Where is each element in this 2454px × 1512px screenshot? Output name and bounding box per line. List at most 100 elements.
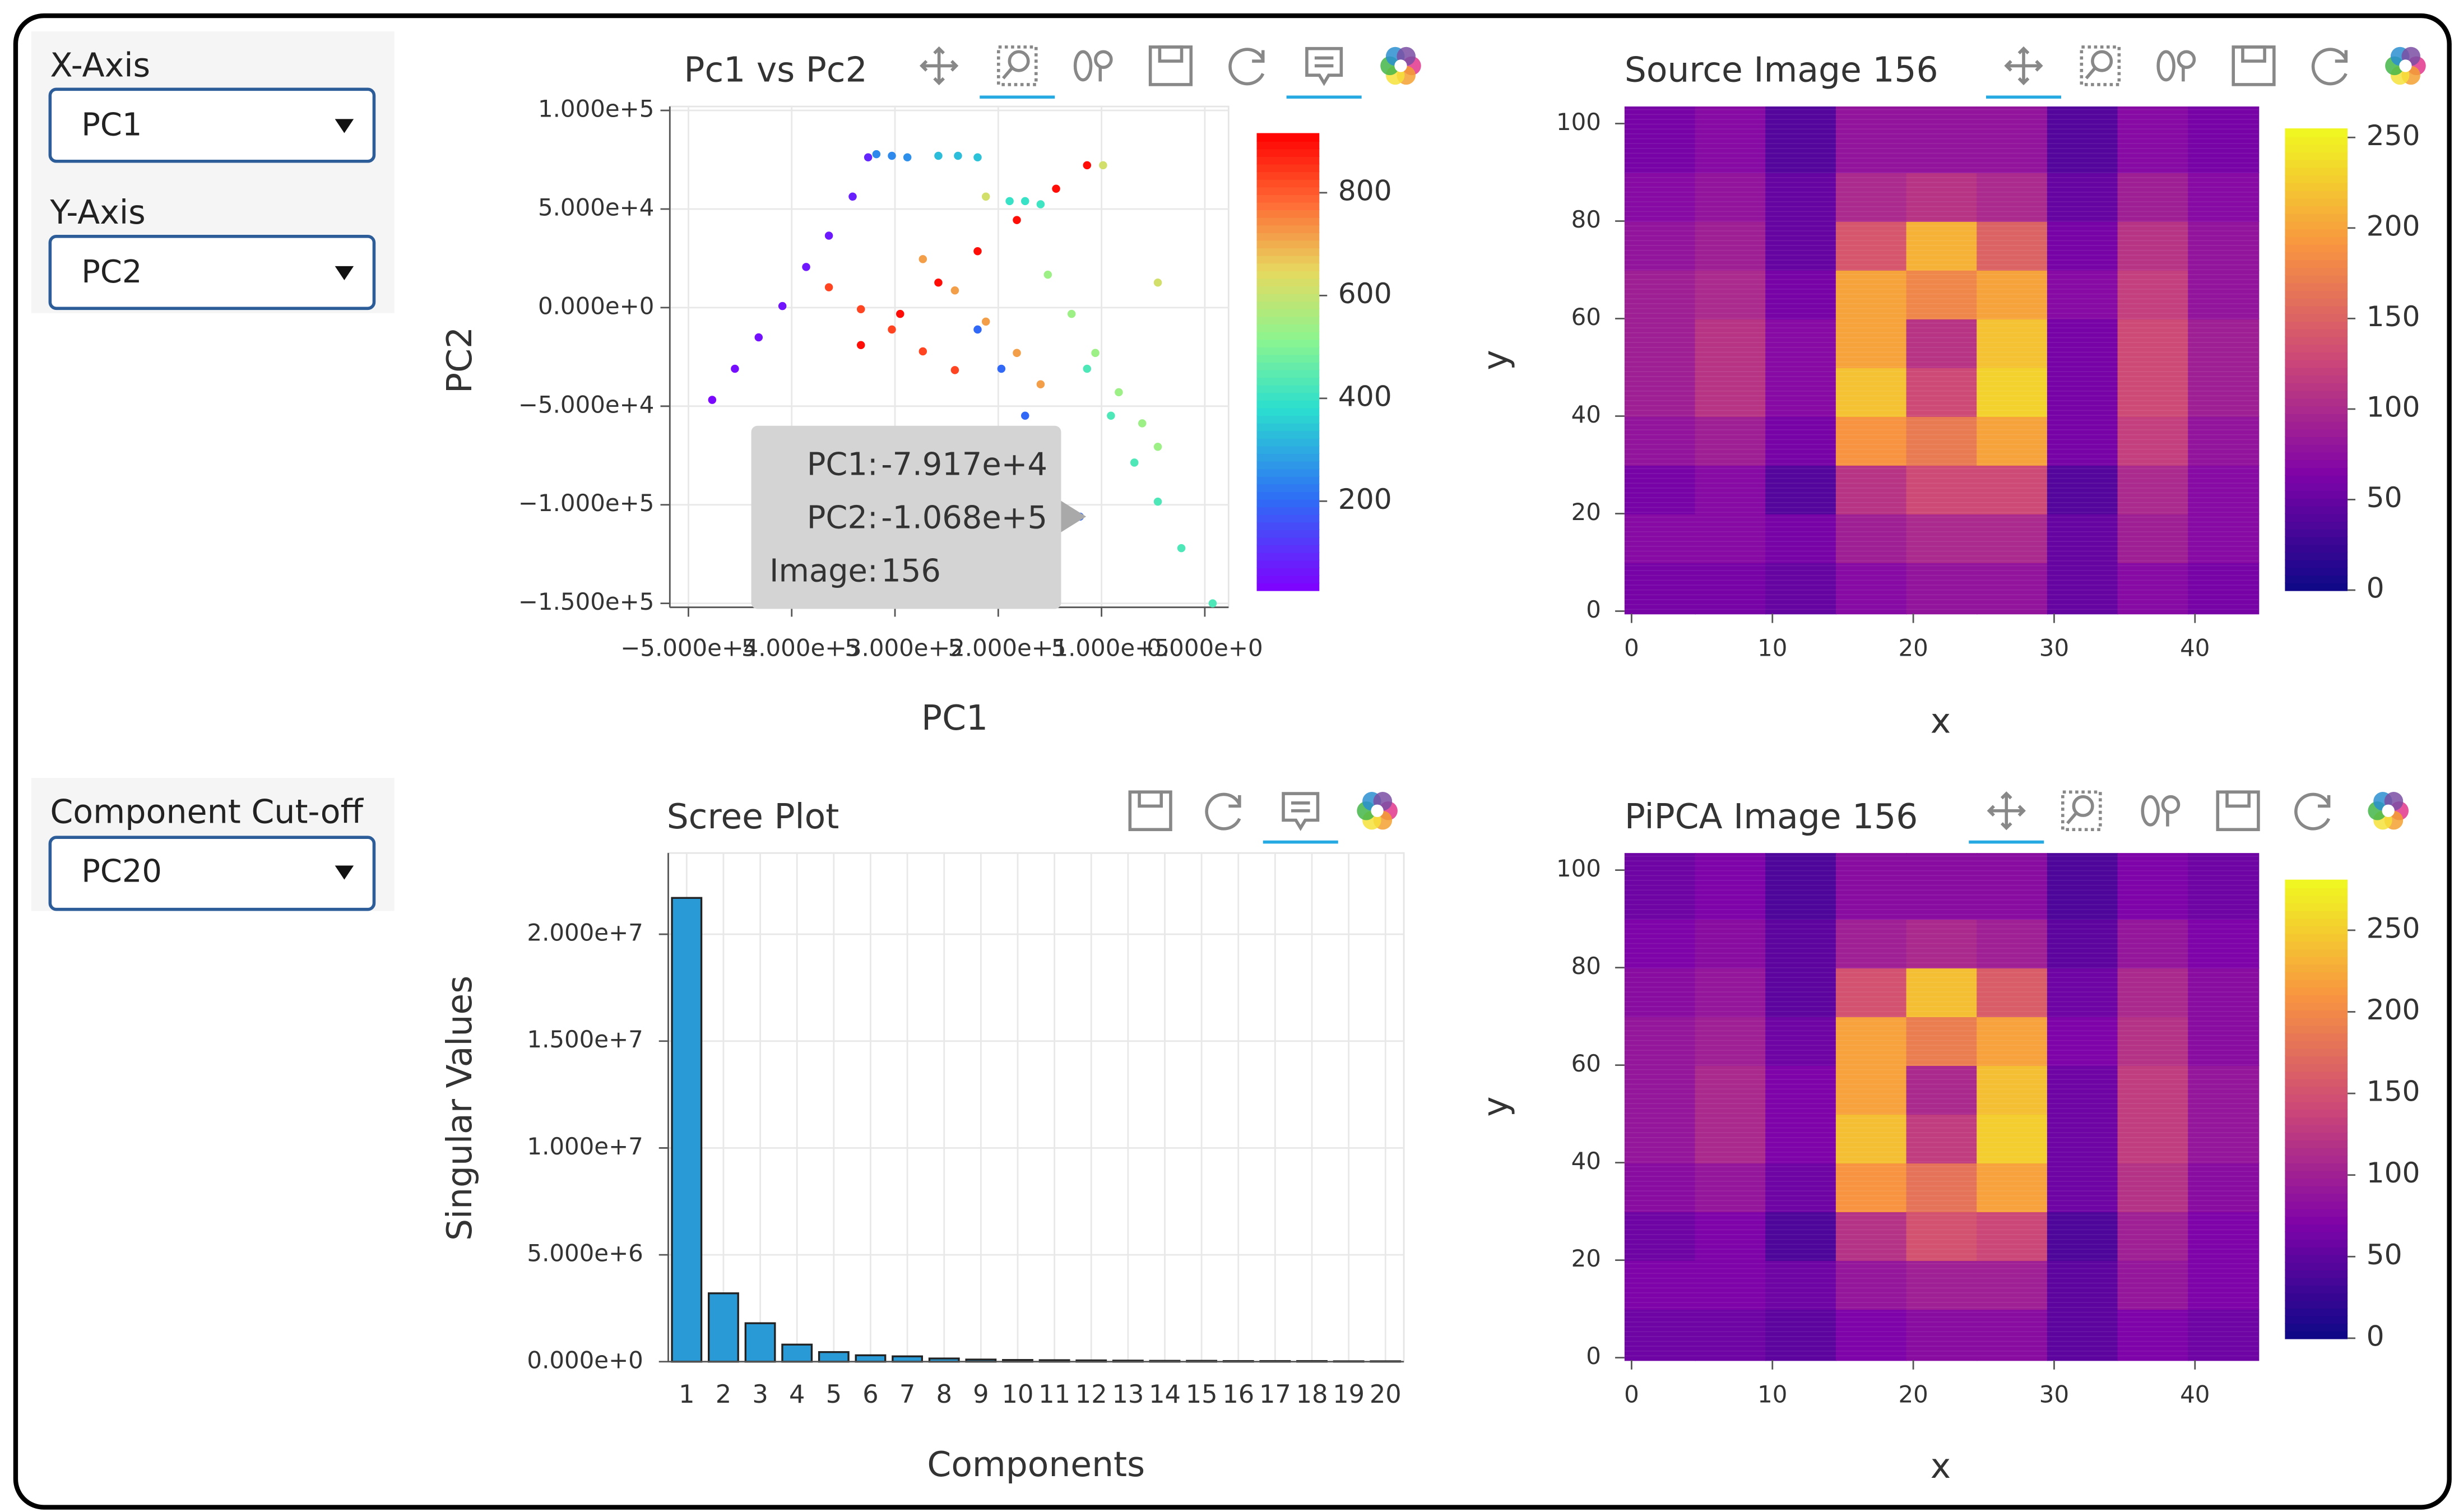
heat-cell	[2047, 1163, 2118, 1212]
colorbar-segment	[2285, 182, 2348, 191]
colorbar-segment	[1257, 202, 1320, 210]
colorbar-segment	[2285, 405, 2348, 414]
cutoff-select[interactable]: PC20	[50, 837, 374, 909]
y-axis-label: y	[1476, 1096, 1516, 1116]
colorbar-segment	[2285, 1109, 2348, 1117]
point	[888, 326, 896, 334]
colorbar-segment	[1257, 255, 1320, 263]
select-value[interactable]: PC20	[81, 854, 162, 890]
x-tick-label: 6	[862, 1380, 878, 1409]
heat-cell	[1977, 1017, 2048, 1066]
y-tick-label: 1.500e+7	[527, 1026, 643, 1053]
colorbar-segment	[1257, 491, 1320, 499]
colorbar-segment	[2285, 1239, 2348, 1247]
bar	[745, 1323, 775, 1362]
heat-cell	[1625, 367, 1696, 416]
heat-cell	[1765, 1163, 1836, 1212]
colorbar-segment	[2285, 236, 2348, 244]
heat-cell	[2047, 1114, 2118, 1163]
tool-logo[interactable]	[2399, 59, 2411, 72]
colorbar-segment	[2285, 551, 2348, 560]
colorbar-segment	[2285, 1055, 2348, 1064]
bar	[782, 1344, 812, 1362]
colorbar-label: 100	[2367, 390, 2420, 423]
point	[1013, 349, 1021, 358]
heat-cell	[1906, 1065, 1978, 1115]
tool-logo[interactable]	[1371, 805, 1383, 817]
heat-cell	[1765, 1114, 1836, 1163]
heat-cell	[1625, 1017, 1696, 1066]
heat-cell	[1906, 1114, 1978, 1163]
colorbar-segment	[2285, 444, 2348, 452]
point	[998, 365, 1006, 373]
tool-logo[interactable]	[2382, 805, 2395, 817]
heat-cell	[1836, 1017, 1907, 1066]
heat-cell	[1977, 1212, 2048, 1261]
point	[1138, 419, 1147, 428]
colorbar-segment	[1257, 141, 1320, 149]
colorbar-segment	[2285, 1323, 2348, 1332]
colorbar-segment	[2285, 1223, 2348, 1232]
x-tick-label: 40	[2180, 1381, 2210, 1408]
colorbar-segment	[2285, 1315, 2348, 1324]
heat-cell	[2118, 465, 2189, 514]
point	[778, 302, 787, 310]
colorbar-segment	[2285, 933, 2348, 941]
x-tick-label: 10	[1757, 634, 1787, 662]
colorbar-segment	[1257, 400, 1320, 408]
colorbar-segment	[2285, 1078, 2348, 1087]
x-axis-select[interactable]: PC1	[50, 89, 374, 161]
point	[973, 326, 982, 334]
x-tick-label: 1	[679, 1380, 694, 1409]
select-value[interactable]: PC1	[81, 106, 142, 143]
colorbar-segment	[1257, 156, 1320, 164]
colorbar-label: 200	[2367, 209, 2420, 242]
colorbar-segment	[2285, 282, 2348, 291]
y-tick-label: 100	[1556, 855, 1601, 882]
colorbar-segment	[2285, 1147, 2348, 1156]
colorbar-segment	[2285, 1101, 2348, 1110]
colorbar-segment	[2285, 1002, 2348, 1010]
heat-cell	[1765, 1212, 1836, 1261]
colorbar-segment	[1257, 384, 1320, 393]
colorbar-segment	[2285, 483, 2348, 491]
tool-logo[interactable]	[1394, 59, 1407, 72]
tooltip-key: PC1:	[807, 446, 878, 483]
point	[919, 255, 927, 263]
colorbar-segment	[2285, 475, 2348, 483]
heat-cell	[2118, 270, 2189, 319]
heat-cell	[2188, 270, 2259, 319]
heat-cell	[2118, 367, 2189, 416]
heat-cell	[1695, 318, 1766, 368]
colorbar-segment	[2285, 1178, 2348, 1186]
y-tick-label: 1.000e+5	[538, 95, 654, 123]
colorbar-segment	[2285, 321, 2348, 329]
colorbar-segment	[1257, 438, 1320, 446]
x-tick-label: 10	[1002, 1380, 1034, 1409]
colorbar-segment	[2285, 1193, 2348, 1202]
point	[873, 150, 881, 159]
tooltip-value: 156	[881, 553, 941, 589]
colorbar-segment	[2285, 513, 2348, 522]
heat-cell	[1695, 1212, 1766, 1261]
heat-cell	[1977, 367, 2048, 416]
y-tick-label: 80	[1571, 952, 1601, 980]
point	[903, 154, 912, 162]
heat-cell	[2188, 1065, 2259, 1115]
colorbar-segment	[1257, 263, 1320, 271]
colorbar-segment	[2285, 275, 2348, 283]
point	[1068, 310, 1076, 318]
y-tick-label: 5.000e+4	[538, 193, 654, 221]
heat-cell	[2118, 1017, 2189, 1066]
y-tick-label: 20	[1571, 1245, 1601, 1272]
x-tick-label: 5	[826, 1380, 842, 1409]
point	[951, 366, 959, 374]
heat-cell	[1695, 1163, 1766, 1212]
x-tick-label: 11	[1038, 1380, 1070, 1409]
colorbar-segment	[1257, 316, 1320, 324]
heat-cell	[1977, 270, 2048, 319]
select-value[interactable]: PC2	[81, 254, 142, 290]
y-axis-select[interactable]: PC2	[50, 236, 374, 308]
colorbar-segment	[1257, 552, 1320, 560]
y-tick-label: −5.000e+4	[518, 391, 654, 418]
